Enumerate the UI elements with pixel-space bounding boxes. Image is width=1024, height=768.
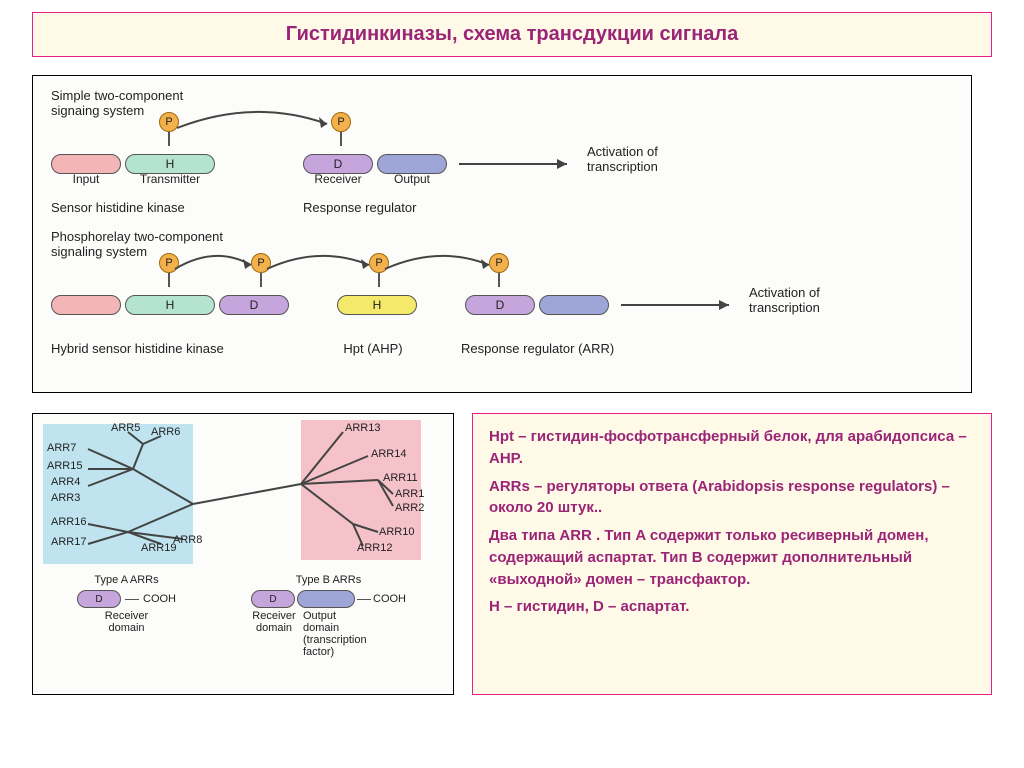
group-arr: Response regulator (ARR): [461, 341, 661, 356]
description-box: Hpt – гистидин-фосфотрансферный белок, д…: [472, 413, 992, 695]
leaf: ARR19: [141, 542, 176, 554]
desc-line-3: Два типа ARR . Тип A содержит только рес…: [489, 525, 975, 590]
arc-2b: [261, 249, 379, 275]
leaf: ARR6: [151, 426, 180, 438]
activation-arrow-1: [459, 154, 579, 174]
leaf: ARR1: [395, 488, 424, 500]
arr-recv: D: [465, 295, 535, 315]
leaf: ARR8: [173, 534, 202, 546]
group-hybrid-hk: Hybrid sensor histidine kinase: [51, 341, 285, 356]
leaf: ARR2: [395, 502, 424, 514]
typeB-legend: Type B ARRs D COOH Receiver domain Outpu…: [251, 574, 406, 658]
leaf: ARR14: [371, 448, 406, 460]
group-hpt: Hpt (AHP): [333, 341, 413, 356]
typeA-legend: Type A ARRs D COOH Receiver domain: [77, 574, 176, 634]
leaf: ARR17: [51, 536, 86, 548]
arc-arrow-1: [169, 106, 339, 136]
leaf: ARR5: [111, 422, 140, 434]
arr-tree: ARR7 ARR15 ARR4 ARR3 ARR5 ARR6 ARR16 ARR…: [32, 413, 454, 695]
lbl-input: Input: [51, 172, 121, 186]
hybrid-trans: H: [125, 295, 215, 315]
hpt-domain: H: [337, 295, 417, 315]
leaf: ARR10: [379, 526, 414, 538]
arc-2c: [379, 249, 499, 275]
arr-out: [539, 295, 609, 315]
leaf: ARR15: [47, 460, 82, 472]
desc-line-1: Hpt – гистидин-фосфотрансферный белок, д…: [489, 426, 975, 470]
lbl-receiver: Receiver: [303, 172, 373, 186]
page-title: Гистидинкиназы, схема трансдукции сигнал…: [32, 12, 992, 57]
activation-arrow-2: [621, 295, 741, 315]
activation-text-2: Activation of transcription: [749, 285, 820, 315]
group-response-reg: Response regulator: [303, 200, 447, 215]
activation-text-1: Activation of transcription: [587, 144, 658, 174]
group-sensor-hk: Sensor histidine kinase: [51, 200, 215, 215]
leaf: ARR7: [47, 442, 76, 454]
leaf: ARR11: [383, 472, 418, 484]
lbl-output: Output: [377, 172, 447, 186]
desc-line-4: H – гистидин, D – аспартат.: [489, 596, 975, 618]
hybrid-recv: D: [219, 295, 289, 315]
leaf: ARR3: [51, 492, 80, 504]
hybrid-input: [51, 295, 121, 315]
desc-line-2: ARRs – регуляторы ответа (Arabidopsis re…: [489, 476, 975, 520]
leaf: ARR16: [51, 516, 86, 528]
leaf: ARR13: [345, 422, 380, 434]
arc-2a: [169, 249, 261, 275]
leaf: ARR4: [51, 476, 80, 488]
lbl-transmitter: Transmitter: [125, 172, 215, 186]
signal-diagram: Simple two-component signaing system P P…: [32, 75, 972, 393]
leaf: ARR12: [357, 542, 392, 554]
